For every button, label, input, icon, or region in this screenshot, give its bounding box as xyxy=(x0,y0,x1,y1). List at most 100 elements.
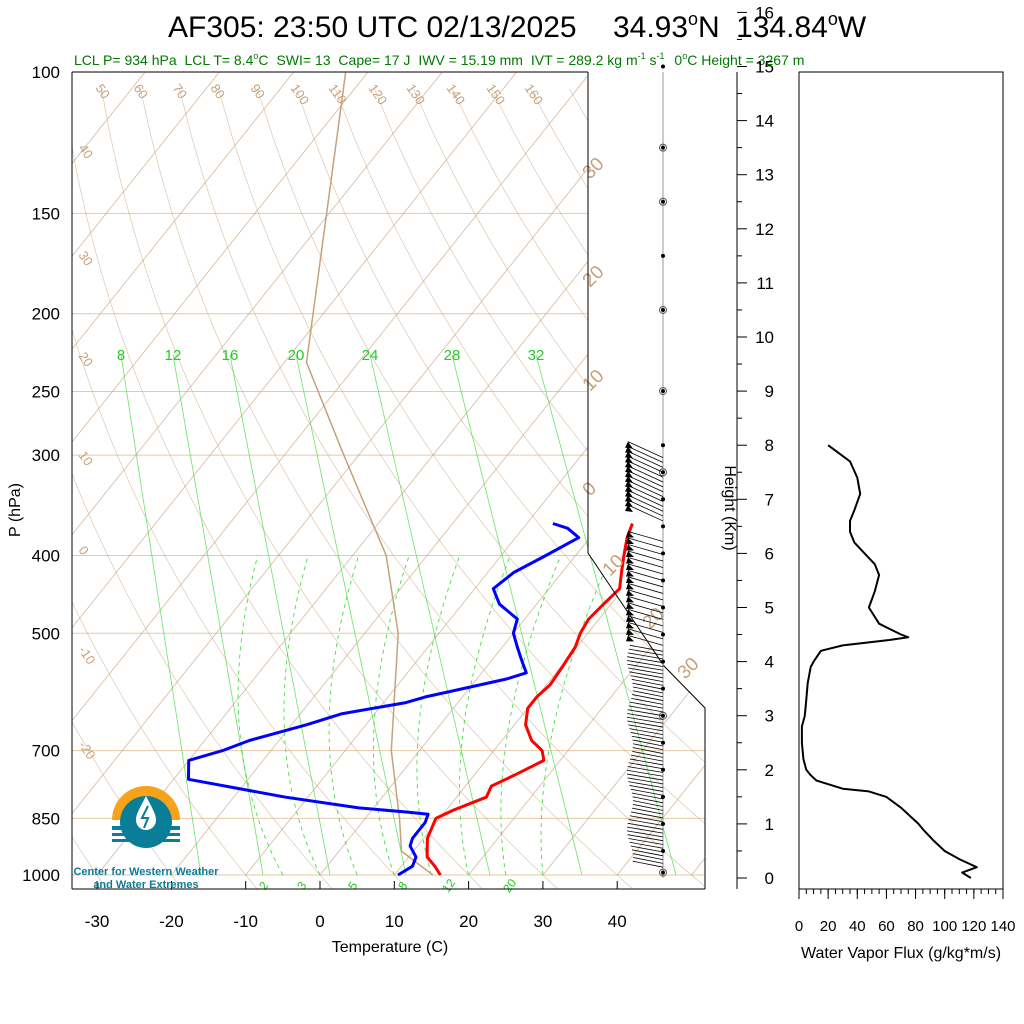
isotherm-top-label: 150 xyxy=(484,81,509,107)
flux-axis-label: Water Vapor Flux (g/kg*m/s) xyxy=(801,945,1001,962)
stat-ivt-sup1: -1 xyxy=(638,51,646,61)
wind-barb xyxy=(627,537,664,549)
wind-barb xyxy=(627,576,664,588)
dry-adiabat-line xyxy=(218,88,705,825)
wind-barb xyxy=(627,557,664,568)
isotherm-line xyxy=(72,72,443,536)
logo-line1: Center for Western Weather xyxy=(73,866,219,878)
flux-tick-label: 0 xyxy=(795,918,803,935)
wind-barb xyxy=(627,531,664,542)
flux-tick-label: 100 xyxy=(932,918,957,935)
wind-barb xyxy=(631,792,664,800)
wind-barb xyxy=(630,788,664,796)
mixing-ratio-top-label: 24 xyxy=(362,347,379,364)
mixing-ratio-line xyxy=(535,354,677,876)
title-lat-deg: o xyxy=(688,9,698,29)
wind-station-dot xyxy=(661,551,665,556)
isotherm-line xyxy=(171,207,705,876)
dry-adiabat-line xyxy=(257,88,705,763)
pressure-tick-label: 850 xyxy=(32,809,60,828)
flux-tick-label: 80 xyxy=(907,918,924,935)
wind-barb xyxy=(632,796,664,804)
wind-barb xyxy=(632,739,664,747)
moist-adiabat-line xyxy=(500,555,562,876)
wind-barb xyxy=(626,773,664,781)
wind-station-dot xyxy=(661,524,665,529)
isotherm-line xyxy=(691,857,705,876)
isotherm-top-label: 50 xyxy=(93,81,114,101)
mixing-ratio-bottom-label: 12 xyxy=(439,876,458,895)
isotherm-line xyxy=(72,72,666,815)
pressure-tick-label: 1000 xyxy=(22,866,60,885)
isotherm-line xyxy=(72,72,220,257)
height-tick-label: 9 xyxy=(765,382,774,401)
wind-barb xyxy=(627,777,664,785)
wind-barbs xyxy=(625,64,667,878)
isotherm-line xyxy=(72,72,592,722)
wind-barb xyxy=(627,475,664,493)
stat-swi: SWI= 13 xyxy=(276,52,330,68)
wind-barb xyxy=(628,781,664,789)
flux-tick-label: 40 xyxy=(849,918,866,935)
wind-barb xyxy=(627,544,664,555)
wind-barb-flag xyxy=(626,557,634,564)
isotherm-line xyxy=(72,72,369,443)
mixing-ratio-bottom-label: 2 xyxy=(256,879,271,893)
dry-adiabat-line xyxy=(72,145,484,889)
wind-barb xyxy=(631,697,664,705)
wind-barb xyxy=(632,686,664,694)
wind-barb xyxy=(629,701,664,709)
isotherm-line xyxy=(393,485,705,876)
wind-station-dot xyxy=(661,253,665,258)
wind-station-dot xyxy=(661,307,665,312)
wind-barb xyxy=(627,589,664,601)
isotherm-left-label: 10 xyxy=(76,448,97,468)
stat-zero-height: 0 xyxy=(674,52,682,68)
wind-station-dot xyxy=(661,389,665,394)
temperature-tick-label: 40 xyxy=(608,912,627,931)
temperature-tick-label: 0 xyxy=(315,912,324,931)
wind-barb xyxy=(632,860,664,868)
wind-barb xyxy=(627,766,664,773)
isotherm-left-label: -10 xyxy=(76,643,99,667)
wind-barb xyxy=(630,675,664,683)
title-lon-dir: W xyxy=(838,11,867,44)
temperature-tick-label: -10 xyxy=(233,912,258,931)
stat-iwv: IWV = 15.19 mm xyxy=(418,52,523,68)
mixing-ratio-line xyxy=(120,354,202,876)
wind-barb xyxy=(629,841,664,849)
wind-station-dot xyxy=(661,659,665,664)
pressure-tick-label: 300 xyxy=(32,446,60,465)
cw3e-logo: Center for Western Weather and Water Ext… xyxy=(73,786,219,891)
dry-adiabat-line xyxy=(72,721,183,889)
isotherm-top-label: 120 xyxy=(366,81,391,107)
wind-barb xyxy=(629,815,664,823)
wind-barb xyxy=(628,648,664,656)
wind-barb-flag xyxy=(625,446,633,454)
wind-barb xyxy=(628,667,664,675)
wind-barb-flag xyxy=(626,609,634,616)
wind-barb xyxy=(632,747,664,754)
isotherm-line xyxy=(72,72,295,350)
isotherm-top-label: 90 xyxy=(248,81,269,101)
wind-barb-flag xyxy=(625,495,633,503)
skewt-grid xyxy=(72,72,1024,892)
wind-barb-flag xyxy=(625,504,633,512)
pressure-tick-label: 700 xyxy=(32,742,60,761)
stat-ivt-s: s xyxy=(646,52,657,68)
wind-barb xyxy=(632,803,664,811)
wind-station-dot xyxy=(661,443,665,448)
isotherm-line xyxy=(245,300,705,876)
isotherm-top-label: 100 xyxy=(288,81,313,107)
logo-line2: and Water Extremes xyxy=(93,879,198,891)
calm-wind-circle xyxy=(659,468,667,477)
parcel-curve xyxy=(305,72,434,876)
wind-barb-flag xyxy=(626,622,634,629)
wind-barb xyxy=(627,769,664,777)
isotherm-top-label: 140 xyxy=(444,81,469,107)
height-tick-label: 7 xyxy=(765,490,774,509)
temperature-axis-label: Temperature (C) xyxy=(332,939,448,956)
dry-adiabat-line xyxy=(765,89,1024,892)
wind-barb xyxy=(631,679,664,686)
